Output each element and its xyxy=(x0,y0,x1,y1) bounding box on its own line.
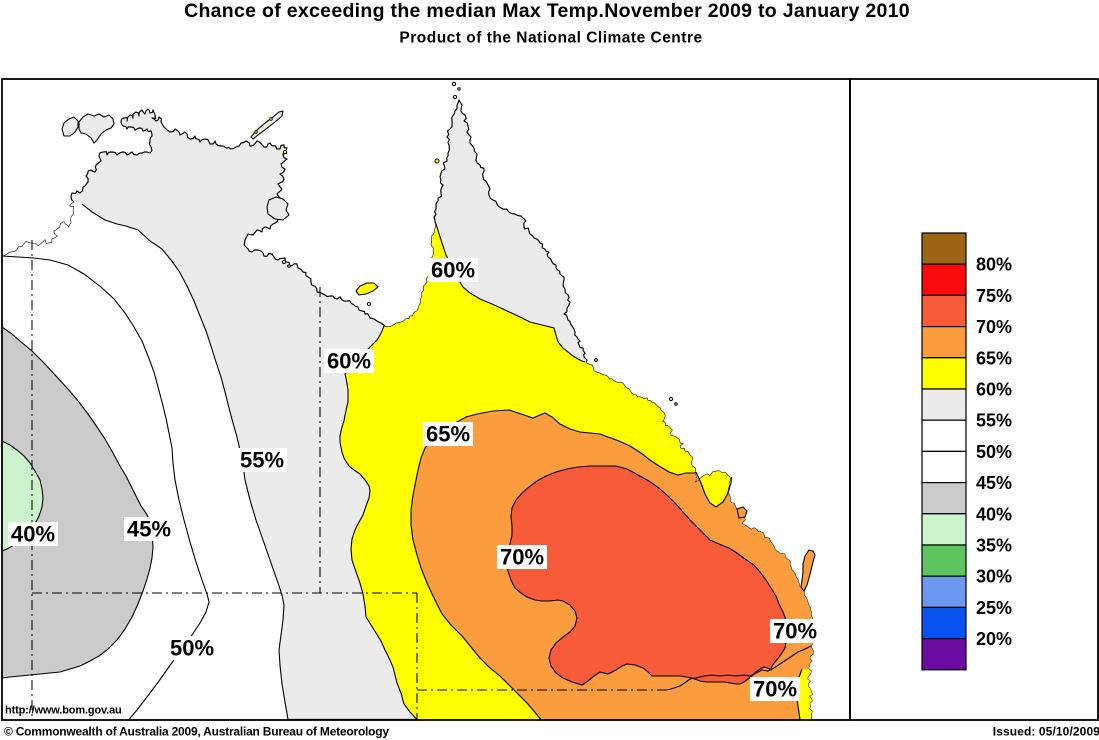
svg-text:65%: 65% xyxy=(426,422,470,447)
svg-text:60%: 60% xyxy=(327,349,371,374)
svg-text:Product of the National Climat: Product of the National Climate Centre xyxy=(399,30,702,47)
svg-text:35%: 35% xyxy=(976,536,1012,556)
svg-text:60%: 60% xyxy=(976,380,1012,400)
svg-text:40%: 40% xyxy=(11,522,55,547)
svg-text:Issued: 05/10/2009: Issued: 05/10/2009 xyxy=(993,725,1099,739)
svg-text:60%: 60% xyxy=(431,258,475,283)
svg-text:30%: 30% xyxy=(976,567,1012,587)
svg-text:© Commonwealth of Australia 20: © Commonwealth of Australia 2009, Austra… xyxy=(4,725,389,739)
svg-text:55%: 55% xyxy=(976,411,1012,431)
svg-text:Chance of exceeding the median: Chance of exceeding the median Max Temp.… xyxy=(184,0,910,22)
svg-text:70%: 70% xyxy=(773,619,817,644)
svg-text:45%: 45% xyxy=(976,473,1012,493)
svg-text:65%: 65% xyxy=(976,348,1012,368)
svg-text:55%: 55% xyxy=(240,448,284,473)
svg-text:40%: 40% xyxy=(976,504,1012,524)
svg-text:http://www.bom.gov.au: http://www.bom.gov.au xyxy=(5,705,122,717)
svg-text:70%: 70% xyxy=(976,317,1012,337)
svg-text:25%: 25% xyxy=(976,598,1012,618)
svg-text:75%: 75% xyxy=(976,286,1012,306)
svg-text:80%: 80% xyxy=(976,255,1012,275)
svg-text:50%: 50% xyxy=(976,442,1012,462)
svg-text:70%: 70% xyxy=(753,677,797,702)
svg-text:70%: 70% xyxy=(500,545,544,570)
svg-text:45%: 45% xyxy=(127,517,171,542)
svg-text:50%: 50% xyxy=(170,636,214,661)
svg-text:20%: 20% xyxy=(976,629,1012,649)
